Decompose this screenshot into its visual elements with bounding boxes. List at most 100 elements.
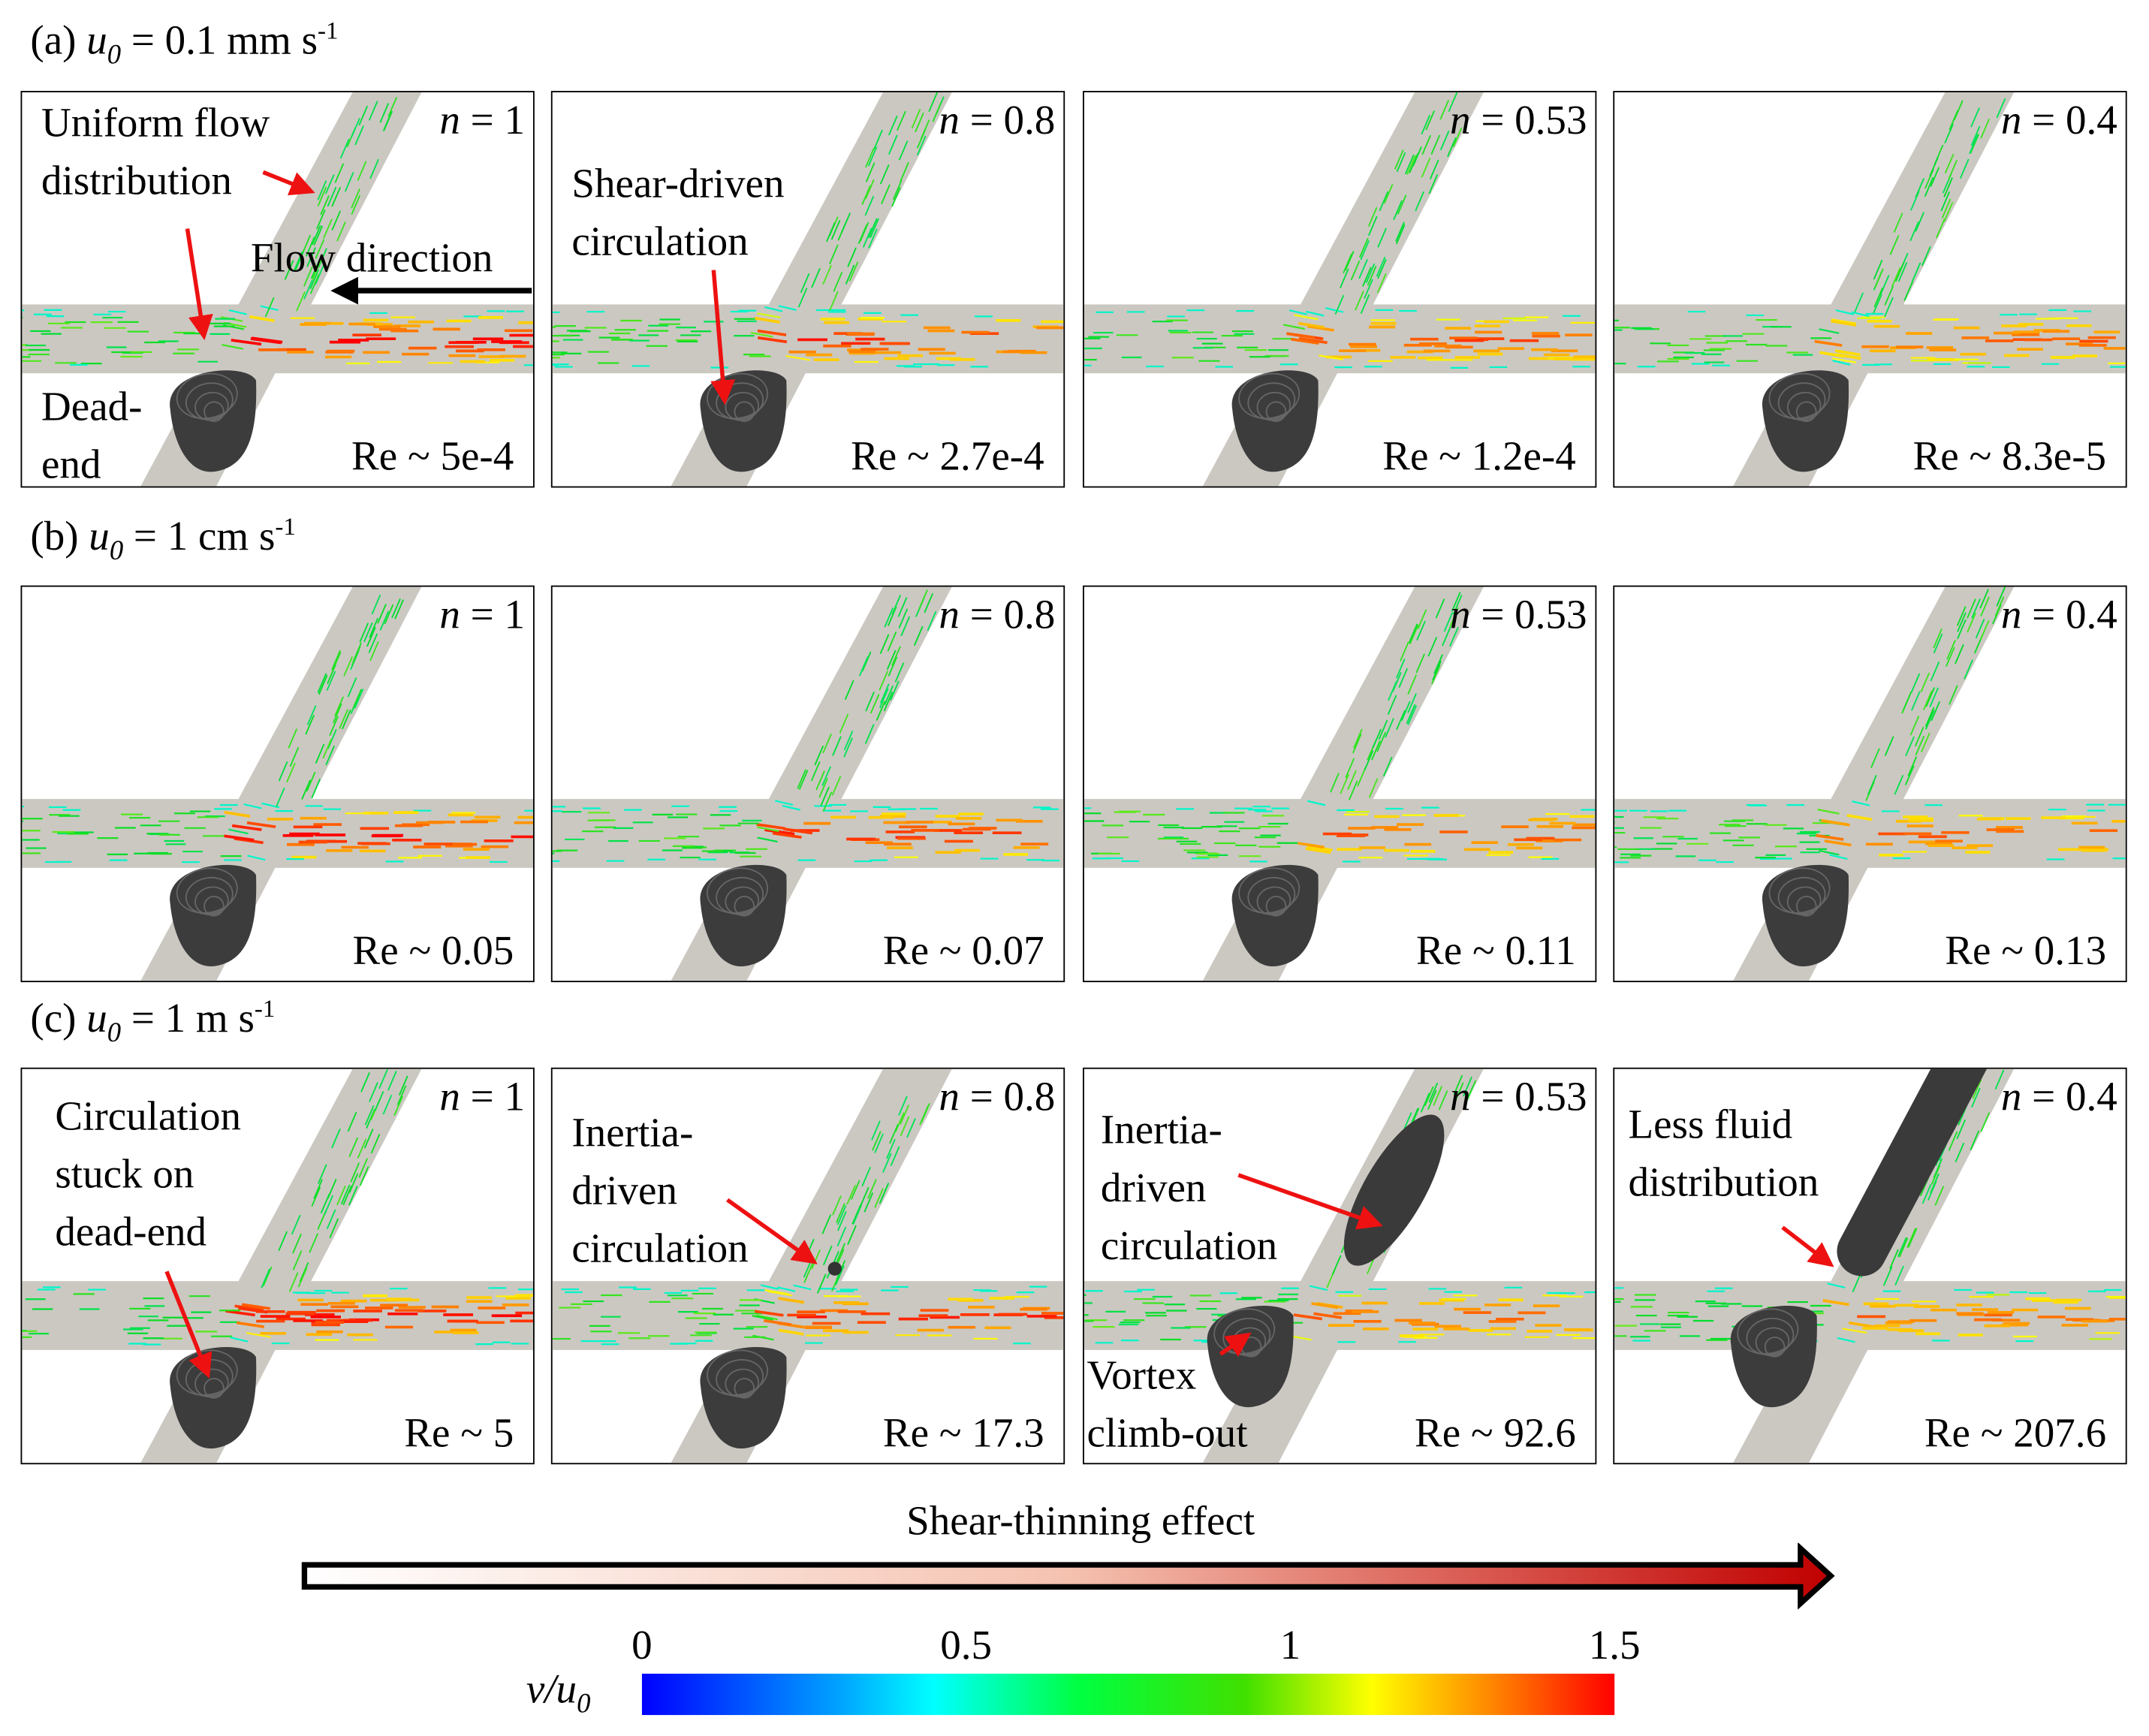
simulation-panel: n = 0.8 Re ~ 17.3 Inertia- driven circulat… [550,1067,1065,1465]
reynolds-number-label: Re ~ 92.6 [1415,1410,1576,1457]
dead-end-vortex [1731,1305,1817,1408]
reynolds-number-label: Re ~ 0.07 [882,928,1044,975]
section-label-0: (a) u0 = 0.1 mm s-1 [30,17,339,71]
simulation-panel: n = 0.8 Re ~ 2.7e-4 Shear-driven circulati… [550,91,1065,488]
shear-thinning-label: Shear-thinning effect [906,1499,1255,1545]
power-law-index-label: n = 1 [439,592,525,638]
main-channel [22,304,533,374]
flow-field [552,92,1064,487]
flow-field [22,1068,533,1463]
annotation-text: Flow direction [250,235,493,282]
colorbar-tick: 1.5 [1588,1623,1641,1668]
power-law-index-label: n = 0.53 [1450,592,1587,638]
annotation-arrow [1219,1332,1252,1358]
velocity-vectors [22,594,533,863]
dead-end-vortex [1231,370,1319,472]
flow-field [1084,92,1596,487]
simulation-panel: n = 0.8 Re ~ 0.07 [550,585,1065,983]
velocity-vectors [552,589,1060,863]
reynolds-number-label: Re ~ 207.6 [1924,1410,2107,1457]
reynolds-number-label: Re ~ 0.13 [1945,928,2107,975]
colorbar-tick: 1 [1279,1623,1301,1668]
annotation-arrow [262,170,315,196]
reynolds-number-label: Re ~ 5 [404,1410,514,1457]
annotation-text: Vortex climb-out [1087,1352,1248,1457]
simulation-panel: n = 1 Re ~ 5 Circulation stuck on dead-end [20,1067,535,1465]
annotation-arrow [1237,1173,1383,1230]
power-law-index-label: n = 0.8 [939,98,1056,143]
reynolds-number-label: Re ~ 0.05 [352,928,514,975]
flow-field [552,586,1064,981]
power-law-index-label: n = 0.8 [939,1074,1056,1120]
simulation-panel: n = 1 Re ~ 0.05 [20,585,535,983]
colorbar-label: v/u0 [526,1666,591,1719]
main-channel [22,799,533,868]
annotation-text: Shear-driven circulation [571,161,785,265]
section-label-2: (c) u0 = 1 m s-1 [30,994,276,1049]
dead-end-vortex [700,1347,787,1449]
dead-end-vortex [700,864,787,966]
annotation-arrow [1781,1225,1834,1267]
dead-end-vortex [1231,864,1319,966]
dead-end-vortex [170,370,257,472]
climbing-vortex [1837,1068,1993,1276]
velocity-vectors [1614,586,2126,863]
power-law-index-label: n = 1 [439,98,525,143]
dead-end-vortex [1762,370,1849,472]
flow-field [1614,586,2126,981]
simulation-panel: n = 0.53 Re ~ 1.2e-4 [1082,91,1597,488]
annotation-text: Less fluid distribution [1628,1102,1819,1206]
section-label-1: (b) u0 = 1 cm s-1 [30,512,296,567]
power-law-index-label: n = 0.4 [2000,592,2117,638]
simulation-panel: n = 0.4 Re ~ 0.13 [1613,585,2127,983]
velocity-vectors [1084,592,1596,863]
velocity-vectors [1084,92,1596,369]
simulation-panel: n = 0.53 Re ~ 92.6 Inertia- driven circula… [1082,1067,1597,1465]
dead-end-vortex [1762,864,1849,966]
velocity-vectors [22,1068,533,1346]
flow-field [22,92,533,487]
velocity-vectors [1614,98,2126,369]
power-law-index-label: n = 0.8 [939,592,1056,638]
power-law-index-label: n = 0.53 [1450,98,1587,143]
main-channel [1614,799,2126,868]
colorbar-tick: 0.5 [940,1623,993,1668]
reynolds-number-label: Re ~ 5e-4 [351,433,514,480]
annotation-arrow [164,1270,212,1379]
main-channel [1084,304,1596,374]
simulation-panel: n = 1 Re ~ 5e-4 Uniform flow distribution F… [20,91,535,488]
annotation-text: Circulation stuck on dead-end [55,1093,242,1255]
annotation-text: Inertia- driven circulation [1100,1108,1278,1269]
power-law-index-label: n = 0.4 [2000,1074,2117,1120]
power-law-index-label: n = 1 [439,1074,525,1120]
small-vortex [827,1261,842,1276]
reynolds-number-label: Re ~ 17.3 [882,1410,1044,1457]
reynolds-number-label: Re ~ 0.11 [1416,928,1576,975]
velocity-vectors [552,1096,1064,1346]
velocity-vectors [552,92,1064,369]
shear-thinning-arrow [301,1542,1835,1610]
power-law-index-label: n = 0.4 [2000,98,2117,143]
annotation-arrow [710,270,736,405]
power-law-index-label: n = 0.53 [1450,1074,1587,1120]
colorbar-tick: 0 [631,1623,653,1668]
annotation-text: Dead- end [41,384,143,488]
simulation-panel: n = 0.4 Re ~ 207.6 Less fluid distribution [1613,1067,2127,1465]
annotation-arrow [726,1198,818,1264]
flow-field [1084,586,1596,981]
reynolds-number-label: Re ~ 2.7e-4 [851,433,1044,480]
colorbar [641,1674,1615,1716]
flow-field [1084,1068,1596,1463]
reynolds-number-label: Re ~ 8.3e-5 [1912,433,2107,480]
simulation-panel: n = 0.4 Re ~ 8.3e-5 [1613,91,2127,488]
annotation-text: Inertia- driven circulation [571,1110,749,1272]
dead-end-vortex [170,864,257,966]
reynolds-number-label: Re ~ 1.2e-4 [1382,433,1576,480]
flow-field [1614,92,2126,487]
velocity-vectors [22,96,533,366]
annotation-arrow [185,228,213,341]
simulation-panel: n = 0.53 Re ~ 0.11 [1082,585,1597,983]
flow-field [552,1068,1064,1463]
flow-field [22,586,533,981]
